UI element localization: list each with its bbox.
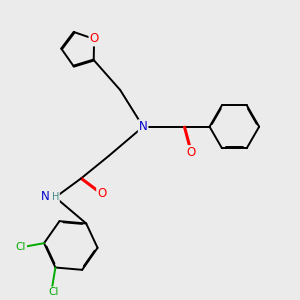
Text: N: N: [41, 190, 50, 203]
Text: O: O: [97, 188, 106, 200]
Text: O: O: [187, 146, 196, 159]
Text: Cl: Cl: [49, 287, 59, 297]
Text: Cl: Cl: [16, 242, 26, 252]
Text: H: H: [52, 192, 59, 202]
Text: N: N: [139, 120, 148, 133]
Text: O: O: [89, 32, 99, 46]
